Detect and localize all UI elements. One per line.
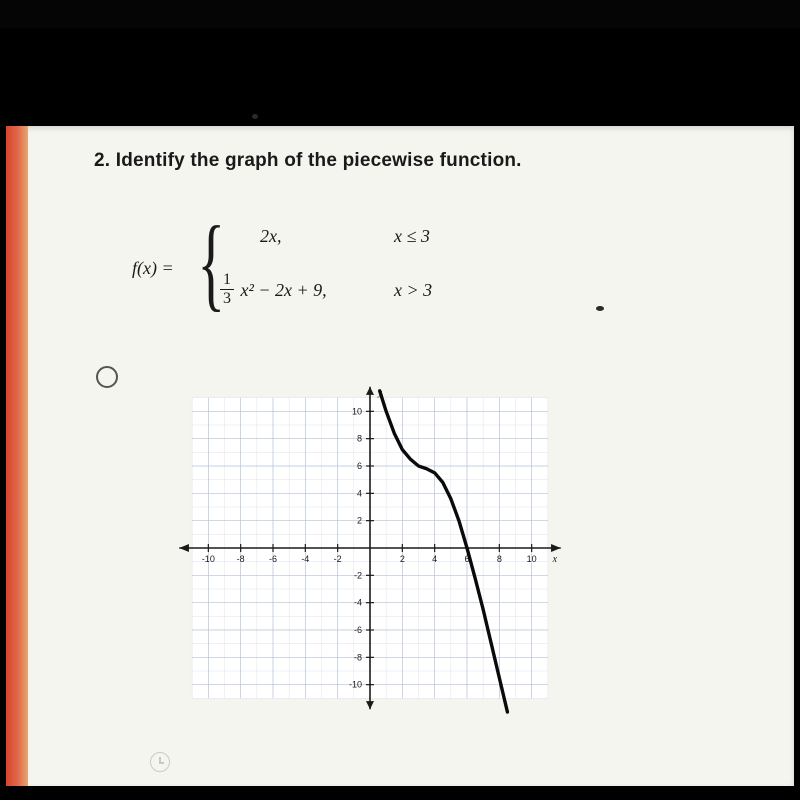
svg-text:-8: -8 <box>354 652 362 662</box>
svg-text:4: 4 <box>432 554 437 564</box>
piece-2-expression: 1 3 x² − 2x + 9, <box>220 274 327 309</box>
red-sidebar-margin <box>6 126 28 786</box>
svg-text:-10: -10 <box>349 680 362 690</box>
function-lhs: f(x) = <box>132 258 174 279</box>
fraction-one-third: 1 3 <box>220 272 234 307</box>
question-prompt: 2. Identify the graph of the piecewise f… <box>94 150 522 172</box>
question-text: Identify the graph of the piecewise func… <box>116 150 522 171</box>
function-graph: -10-8-6-4-2246810-10-8-6-4-2246810xy <box>170 378 570 718</box>
svg-text:-6: -6 <box>354 625 362 635</box>
question-number: 2. <box>94 150 110 171</box>
graph-svg: -10-8-6-4-2246810-10-8-6-4-2246810xy <box>170 378 570 718</box>
svg-text:2: 2 <box>357 516 362 526</box>
svg-text:-8: -8 <box>237 554 245 564</box>
window-top-bar <box>0 0 800 28</box>
svg-text:8: 8 <box>357 434 362 444</box>
svg-text:2: 2 <box>400 554 405 564</box>
piece-1-condition: x ≤ 3 <box>394 226 430 247</box>
piece-2-condition: x > 3 <box>394 280 432 301</box>
svg-text:-4: -4 <box>354 598 362 608</box>
answer-radio-option[interactable] <box>96 366 118 388</box>
dust-speck <box>252 114 258 119</box>
clock-icon <box>150 752 170 772</box>
svg-text:10: 10 <box>527 554 537 564</box>
svg-text:x: x <box>552 554 558 565</box>
piece-1-expression: 2x, <box>260 226 282 247</box>
piecewise-function-definition: f(x) = { 2x, x ≤ 3 1 3 x² − 2x + 9, x > … <box>132 218 572 328</box>
svg-text:-10: -10 <box>202 554 215 564</box>
svg-text:8: 8 <box>497 554 502 564</box>
svg-text:4: 4 <box>357 488 362 498</box>
svg-text:6: 6 <box>357 461 362 471</box>
svg-text:-2: -2 <box>334 554 342 564</box>
svg-text:10: 10 <box>352 406 362 416</box>
svg-text:-6: -6 <box>269 554 277 564</box>
svg-text:-4: -4 <box>301 554 309 564</box>
svg-text:-2: -2 <box>354 570 362 580</box>
dust-speck <box>596 306 604 311</box>
